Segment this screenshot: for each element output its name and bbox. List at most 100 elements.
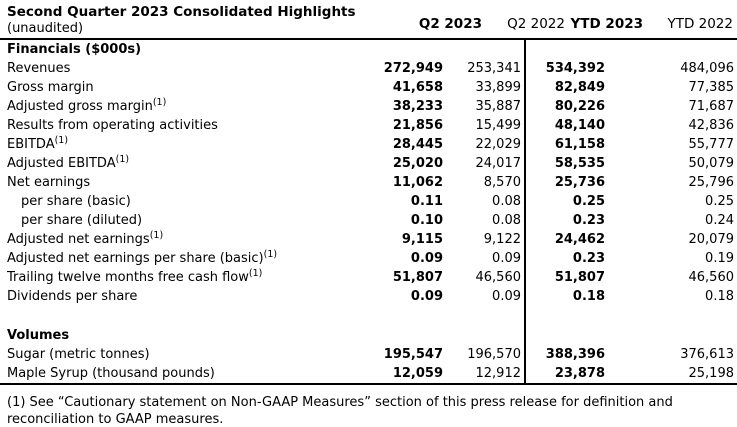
table-row-adjusted-ebitda: Adjusted EBITDA(1) 25,020 24,017 58,535 … <box>0 154 737 173</box>
section-row-financials: Financials ($000s) <box>0 40 737 59</box>
table-row-per-share-basic: per share (basic) 0.11 0.08 0.25 0.25 <box>0 192 737 211</box>
row-label: Dividends per share <box>7 289 138 304</box>
cell-ytd-2022: 55,777 <box>688 137 735 152</box>
cell-q2-2023: 0.11 <box>410 194 443 209</box>
cell-ytd-2023: 534,392 <box>545 61 605 76</box>
cell-ytd-2023: 0.25 <box>572 194 605 209</box>
table-row-gross-margin: Gross margin 41,658 33,899 82,849 77,385 <box>0 78 737 97</box>
cell-ytd-2022: 46,560 <box>688 270 735 285</box>
cell-ytd-2023: 388,396 <box>545 347 605 362</box>
cell-ytd-2023: 0.23 <box>572 213 605 228</box>
cell-q2-2022: 24,017 <box>475 156 522 171</box>
cell-q2-2023: 28,445 <box>392 137 443 152</box>
table-row-per-share-diluted: per share (diluted) 0.10 0.08 0.23 0.24 <box>0 211 737 230</box>
cell-ytd-2022: 0.19 <box>705 251 734 266</box>
cell-q2-2023: 0.09 <box>410 289 443 304</box>
table-title: Second Quarter 2023 Consolidated Highlig… <box>7 4 356 20</box>
row-label: Trailing twelve months free cash flow(1) <box>7 268 263 285</box>
cell-ytd-2023: 48,140 <box>554 118 605 133</box>
table-row-ebitda: EBITDA(1) 28,445 22,029 61,158 55,777 <box>0 135 737 154</box>
cell-q2-2022: 0.09 <box>492 251 521 266</box>
cell-q2-2022: 196,570 <box>467 347 521 362</box>
row-label: per share (diluted) <box>21 213 143 228</box>
table-row-trailing-free-cash-flow: Trailing twelve months free cash flow(1)… <box>0 268 737 287</box>
cell-q2-2023: 9,115 <box>401 232 443 247</box>
cell-q2-2023: 0.10 <box>410 213 443 228</box>
footnote-marker: (1) <box>115 154 130 165</box>
cell-ytd-2023: 24,462 <box>554 232 605 247</box>
cell-ytd-2022: 20,079 <box>688 232 735 247</box>
cell-ytd-2022: 376,613 <box>680 347 734 362</box>
cell-q2-2023: 12,059 <box>392 366 443 381</box>
cell-ytd-2023: 0.18 <box>572 289 605 304</box>
table-row-maple-syrup: Maple Syrup (thousand pounds) 12,059 12,… <box>0 364 737 383</box>
cell-q2-2022: 22,029 <box>475 137 522 152</box>
cell-q2-2023: 51,807 <box>392 270 443 285</box>
cell-q2-2022: 253,341 <box>467 61 521 76</box>
cell-ytd-2022: 50,079 <box>688 156 735 171</box>
cell-q2-2022: 33,899 <box>475 80 522 95</box>
row-label: Results from operating activities <box>7 118 218 133</box>
cell-q2-2022: 35,887 <box>475 99 522 114</box>
cell-ytd-2023: 61,158 <box>554 137 605 152</box>
cell-ytd-2022: 77,385 <box>688 80 735 95</box>
table-subtitle: (unaudited) <box>7 21 84 36</box>
cell-q2-2023: 21,856 <box>392 118 443 133</box>
column-divider <box>524 40 526 383</box>
column-header-ytd-2022: YTD 2022 <box>667 16 733 32</box>
row-label: Net earnings <box>7 175 91 190</box>
column-header-q2-2023: Q2 2023 <box>418 16 482 32</box>
section-row-volumes: Volumes <box>0 326 737 345</box>
row-label: Sugar (metric tonnes) <box>7 347 150 362</box>
table-row-sugar: Sugar (metric tonnes) 195,547 196,570 38… <box>0 345 737 364</box>
cell-ytd-2022: 0.25 <box>705 194 734 209</box>
section-label: Financials ($000s) <box>7 42 142 57</box>
row-label: Adjusted net earnings per share (basic)(… <box>7 249 278 266</box>
table-row-dividends-per-share: Dividends per share 0.09 0.09 0.18 0.18 <box>0 287 737 306</box>
table-row-adjusted-gross-margin: Adjusted gross margin(1) 38,233 35,887 8… <box>0 97 737 116</box>
table-row-revenues: Revenues 272,949 253,341 534,392 484,096 <box>0 59 737 78</box>
row-label: Adjusted EBITDA(1) <box>7 154 130 171</box>
table-row-adjusted-net-earnings-per-share: Adjusted net earnings per share (basic)(… <box>0 249 737 268</box>
cell-ytd-2023: 80,226 <box>554 99 605 114</box>
cell-q2-2023: 195,547 <box>383 347 443 362</box>
footnote-marker: (1) <box>248 268 263 279</box>
cell-ytd-2022: 0.18 <box>705 289 734 304</box>
spacer-row <box>0 306 737 326</box>
table-row-results-operating: Results from operating activities 21,856… <box>0 116 737 135</box>
cell-ytd-2022: 484,096 <box>680 61 734 76</box>
cell-ytd-2022: 42,836 <box>688 118 735 133</box>
cell-ytd-2023: 23,878 <box>554 366 605 381</box>
table-header: Second Quarter 2023 Consolidated Highlig… <box>0 0 737 40</box>
footnote-marker: (1) <box>152 97 167 108</box>
cell-ytd-2022: 0.24 <box>705 213 734 228</box>
row-label: EBITDA(1) <box>7 135 69 152</box>
row-label: Gross margin <box>7 80 94 95</box>
table-row-adjusted-net-earnings: Adjusted net earnings(1) 9,115 9,122 24,… <box>0 230 737 249</box>
row-label: Adjusted gross margin(1) <box>7 97 167 114</box>
row-label: Adjusted net earnings(1) <box>7 230 164 247</box>
cell-q2-2022: 12,912 <box>475 366 522 381</box>
cell-ytd-2023: 25,736 <box>554 175 605 190</box>
cell-ytd-2023: 82,849 <box>554 80 605 95</box>
footnote-marker: (1) <box>149 230 164 241</box>
cell-q2-2023: 25,020 <box>392 156 443 171</box>
cell-q2-2022: 9,122 <box>483 232 521 247</box>
cell-ytd-2022: 25,198 <box>688 366 735 381</box>
cell-q2-2022: 8,570 <box>483 175 521 190</box>
cell-q2-2022: 46,560 <box>475 270 522 285</box>
section-label: Volumes <box>7 328 70 343</box>
row-label: per share (basic) <box>21 194 131 209</box>
cell-ytd-2023: 51,807 <box>554 270 605 285</box>
footnote-marker: (1) <box>54 135 69 146</box>
cell-ytd-2023: 0.23 <box>572 251 605 266</box>
cell-q2-2023: 11,062 <box>392 175 443 190</box>
cell-ytd-2023: 58,535 <box>554 156 605 171</box>
footnote: (1) See “Cautionary statement on Non-GAA… <box>7 395 673 427</box>
cell-q2-2023: 272,949 <box>383 61 443 76</box>
cell-q2-2022: 0.08 <box>492 213 521 228</box>
footnote-marker: (1) <box>263 249 278 260</box>
cell-q2-2022: 0.09 <box>492 289 521 304</box>
cell-q2-2022: 15,499 <box>475 118 522 133</box>
cell-q2-2023: 41,658 <box>392 80 443 95</box>
